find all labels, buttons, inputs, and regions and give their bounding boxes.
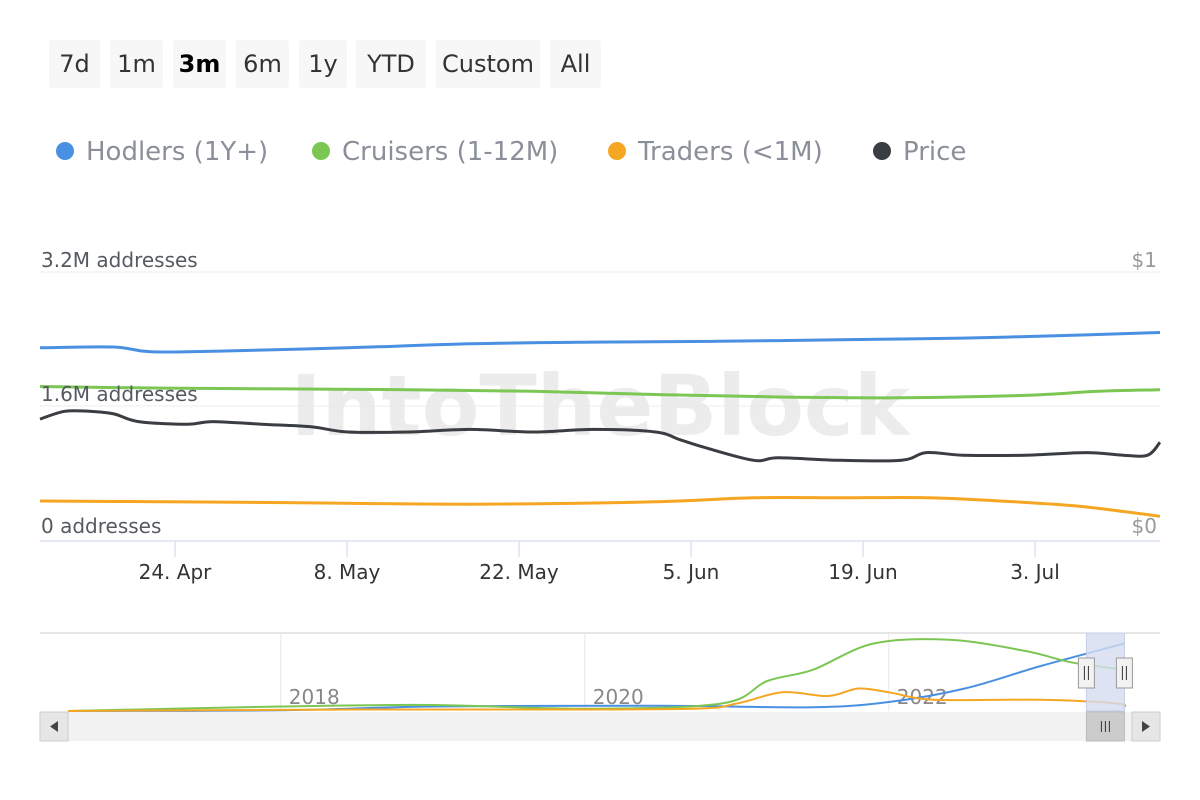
x-tick-label: 3. Jul [1010,560,1060,584]
navigator-handle-box[interactable] [1077,657,1095,689]
legend-item-cruisers[interactable]: Cruisers (1-12M) [312,130,558,174]
legend-marker-hodlers [56,141,74,160]
legend-marker-cruisers [312,141,330,160]
range-button-all[interactable]: All [550,40,601,88]
x-tick-label: 5. Jun [663,560,720,584]
series-group [39,331,1162,518]
navigator-series-traders [67,687,1127,712]
series-line-price[interactable] [39,409,1162,463]
range-button-ytd[interactable]: YTD [356,40,426,88]
range-button-1m[interactable]: 1m [110,40,163,88]
navigator-series-hodlers [67,642,1125,712]
range-button-7d[interactable]: 7d [49,40,100,88]
scrollbar-track[interactable] [40,712,1160,741]
navigator-year-label: 2018 [289,685,340,709]
scrollbar-grip-icon [1100,721,1110,732]
series-line-cruisers[interactable] [39,385,1161,400]
y-axis-left-label-top: 3.2M addresses [41,248,198,272]
x-tick-label: 19. Jun [828,560,897,584]
scrollbar-right-arrow-icon [1142,721,1150,732]
x-tick-label: 24. Apr [139,560,213,584]
navigator-series [67,638,1127,712]
navigator-year-label: 2022 [897,685,948,709]
legend-label-traders: Traders (<1M) [638,137,823,167]
range-button-3m[interactable]: 3m [173,40,226,88]
scrollbar-left-arrow-icon [50,721,58,732]
navigator-year-label: 2020 [593,685,644,709]
legend-item-price[interactable]: Price [873,130,966,174]
scrollbar[interactable] [39,711,1161,742]
series-line-hodlers[interactable] [39,331,1161,354]
y-axis-left-label-zero: 0 addresses [41,514,161,538]
legend-label-cruisers: Cruisers (1-12M) [342,137,559,167]
navigator-handle-right[interactable] [1115,657,1133,689]
x-axis-ticks: 24. Apr 8. May 22. May 5. Jun 19. Jun 3. Jul [139,541,1060,584]
navigator-year-grid: 2018 2020 2022 [280,633,948,711]
legend-item-hodlers[interactable]: Hodlers (1Y+) [56,130,268,174]
legend-marker-traders [608,141,626,160]
legend-label-price: Price [903,137,967,167]
navigator-series-cruisers [67,638,1125,712]
main-chart: IntoTheBlock 24. Apr 8. May 22. May 5. Jun 1… [39,248,1162,584]
x-tick-label: 22. May [479,560,559,584]
y-axis-right-label-top: $1 [1132,248,1157,272]
range-button-6m[interactable]: 6m [236,40,289,88]
navigator-handle-box[interactable] [1115,657,1133,689]
scrollbar-right-button[interactable] [1131,711,1161,742]
legend-marker-price [873,141,891,160]
legend-label-hodlers: Hodlers (1Y+) [86,137,269,167]
navigator-handle-left[interactable] [1077,657,1095,689]
range-button-custom[interactable]: Custom [436,40,540,88]
legend-item-traders[interactable]: Traders (<1M) [608,130,823,174]
series-line-traders[interactable] [39,495,1161,518]
watermark: IntoTheBlock [290,357,911,455]
range-button-1y[interactable]: 1y [299,40,347,88]
gridlines [40,271,1160,407]
y-axis-right-label-zero: $0 [1132,514,1157,538]
x-tick-label: 8. May [314,560,381,584]
y-axis-left-label-mid: 1.6M addresses [41,382,198,406]
